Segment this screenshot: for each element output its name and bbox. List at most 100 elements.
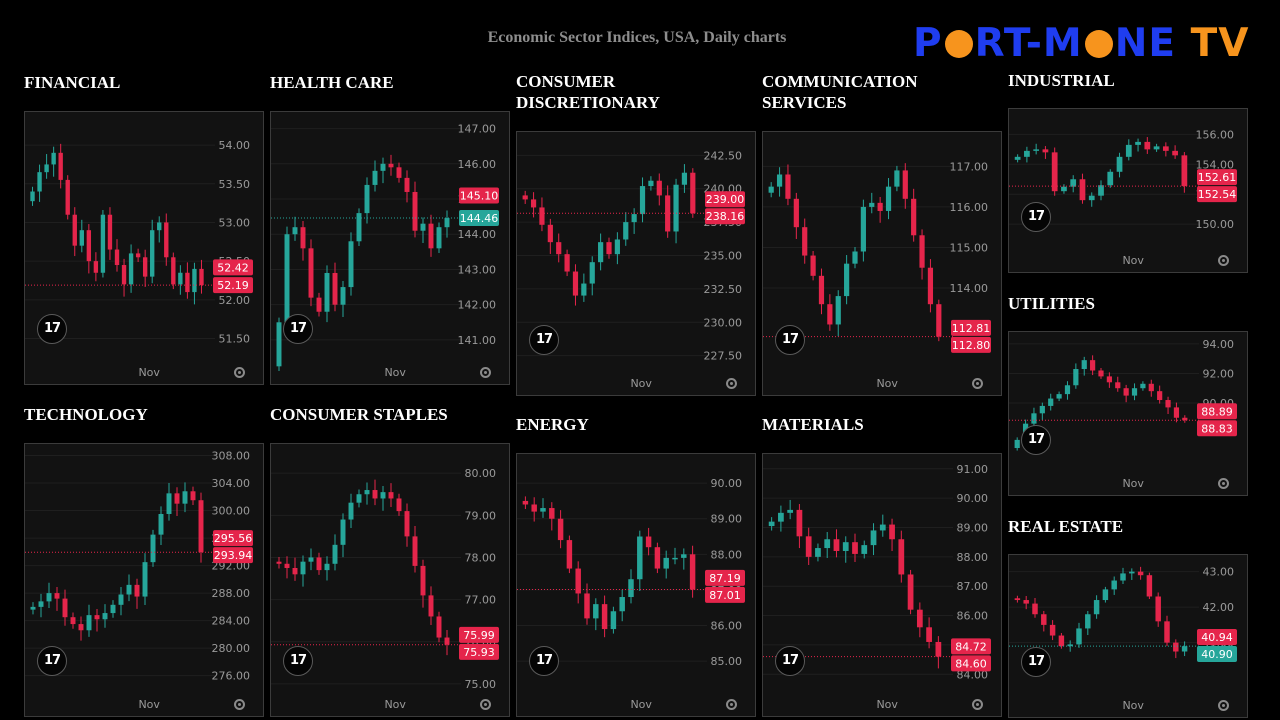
candle-body — [1182, 417, 1188, 421]
candle-body — [628, 579, 634, 598]
candle-body — [852, 542, 858, 554]
candle-body — [1155, 596, 1161, 622]
candle-body — [292, 568, 298, 575]
candle-body — [1014, 156, 1021, 160]
candle-body — [531, 504, 537, 512]
candle-body — [78, 624, 84, 631]
svg-text:112.80: 112.80 — [952, 339, 991, 352]
candle-body — [1042, 149, 1049, 153]
y-tick-label: 94.00 — [1203, 338, 1235, 351]
consumer-discretionary-chart[interactable]: 227.50230.00232.50235.00237.50240.00242.… — [516, 131, 756, 396]
consumer-staples-chart[interactable]: 75.0076.0077.0078.0079.0080.0075.9975.93… — [270, 443, 510, 717]
last-price-badge: 144.46 — [459, 210, 499, 227]
communication-services-title: COMMUNICATION SERVICES — [762, 71, 918, 113]
tradingview-logo-icon: 17 — [775, 325, 805, 355]
candle-body — [1085, 614, 1091, 629]
candle-body — [100, 214, 106, 273]
y-tick-label: 88.00 — [957, 551, 989, 564]
y-tick-label: 80.00 — [465, 467, 497, 480]
candle-body — [598, 242, 604, 263]
svg-text:88.89: 88.89 — [1201, 405, 1233, 418]
candle-body — [894, 170, 900, 187]
y-tick-label: 79.00 — [465, 509, 497, 522]
y-tick-label: 235.00 — [704, 250, 743, 263]
chart-settings-gear-icon[interactable] — [726, 378, 737, 389]
last-price-badge: 293.94 — [213, 547, 253, 564]
x-tick-label: Nov — [876, 377, 898, 390]
chart-settings-gear-icon[interactable] — [480, 367, 491, 378]
candle-body — [776, 174, 783, 187]
prev-price-badge: 112.81 — [951, 319, 991, 336]
consumer-discretionary-title: CONSUMER DISCRETIONARY — [516, 71, 660, 113]
candle-body — [118, 594, 124, 605]
last-price-badge: 75.93 — [459, 643, 499, 660]
candle-body — [827, 304, 833, 325]
chart-settings-gear-icon[interactable] — [972, 378, 983, 389]
candle-body — [564, 254, 570, 272]
y-tick-label: 52.00 — [219, 294, 251, 307]
consumer-staples-chart-svg: 75.0076.0077.0078.0079.0080.0075.9975.93… — [271, 467, 499, 711]
candle-body — [51, 152, 56, 165]
candle-body — [396, 167, 402, 178]
energy-chart[interactable]: 85.0086.0087.0088.0089.0090.0087.1987.01… — [516, 453, 756, 717]
materials-chart[interactable]: 84.0085.0086.0087.0088.0089.0090.0091.00… — [762, 453, 1002, 717]
financial-chart[interactable]: 51.5052.0052.5053.0053.5054.0052.4252.19… — [24, 111, 264, 385]
chart-settings-gear-icon[interactable] — [1218, 700, 1229, 711]
candle-body — [1056, 394, 1062, 399]
candle-body — [380, 492, 386, 499]
chart-settings-gear-icon[interactable] — [480, 699, 491, 710]
y-tick-label: 304.00 — [212, 477, 251, 490]
chart-settings-gear-icon[interactable] — [1218, 255, 1229, 266]
candle-body — [1014, 598, 1021, 601]
candle-body — [614, 239, 620, 255]
candle-body — [158, 513, 164, 535]
chart-settings-gear-icon[interactable] — [234, 699, 245, 710]
y-tick-label: 116.00 — [950, 201, 989, 214]
svg-text:144.46: 144.46 — [460, 212, 499, 225]
consumer-staples-title: CONSUMER STAPLES — [270, 405, 448, 424]
chart-settings-gear-icon[interactable] — [972, 699, 983, 710]
candle-body — [1165, 400, 1171, 408]
y-tick-label: 115.00 — [950, 241, 989, 254]
candle-body — [1125, 144, 1132, 157]
industrial-chart[interactable]: 150.00152.00154.00156.00152.61152.54Nov1… — [1008, 108, 1248, 273]
candle-body — [522, 195, 528, 200]
candle-body — [1173, 642, 1179, 652]
y-tick-label: 147.00 — [458, 123, 497, 136]
candle-body — [72, 214, 77, 246]
candle-body — [436, 227, 442, 249]
page-title: Economic Sector Indices, USA, Daily char… — [487, 29, 787, 46]
health-care-chart[interactable]: 141.00142.00143.00144.00145.00146.00147.… — [270, 111, 510, 385]
communication-services-title-line: COMMUNICATION — [762, 72, 918, 91]
candle-body — [284, 563, 290, 568]
candle-body — [182, 491, 188, 504]
candle-body — [1070, 179, 1077, 187]
candle-body — [107, 214, 113, 250]
technology-chart[interactable]: 276.00280.00284.00288.00292.00296.00300.… — [24, 443, 264, 717]
candle-body — [805, 536, 812, 557]
candle-body — [166, 493, 172, 514]
last-price-badge: 112.80 — [951, 336, 991, 353]
candle-body — [348, 241, 354, 288]
chart-settings-gear-icon[interactable] — [1218, 478, 1229, 489]
candle-body — [869, 202, 875, 207]
candle-body — [1048, 398, 1054, 406]
candle-body — [324, 272, 330, 312]
candle-body — [1024, 150, 1030, 157]
candle-body — [1093, 600, 1100, 615]
tradingview-logo-icon: 17 — [1021, 202, 1051, 232]
candle-body — [70, 617, 76, 625]
brand-logo: P RT-M NE TV — [913, 21, 1250, 66]
communication-services-chart[interactable]: 114.00 115.00 116.00 117.00 112.81 112.80 Nov 1… — [762, 131, 1002, 396]
chart-settings-gear-icon[interactable] — [726, 699, 737, 710]
candle-body — [86, 615, 92, 631]
y-tick-label: 85.00 — [711, 655, 743, 668]
candle-body — [648, 180, 654, 187]
chart-settings-gear-icon[interactable] — [234, 367, 245, 378]
candle-body — [1181, 155, 1188, 187]
candle-body — [631, 214, 637, 223]
